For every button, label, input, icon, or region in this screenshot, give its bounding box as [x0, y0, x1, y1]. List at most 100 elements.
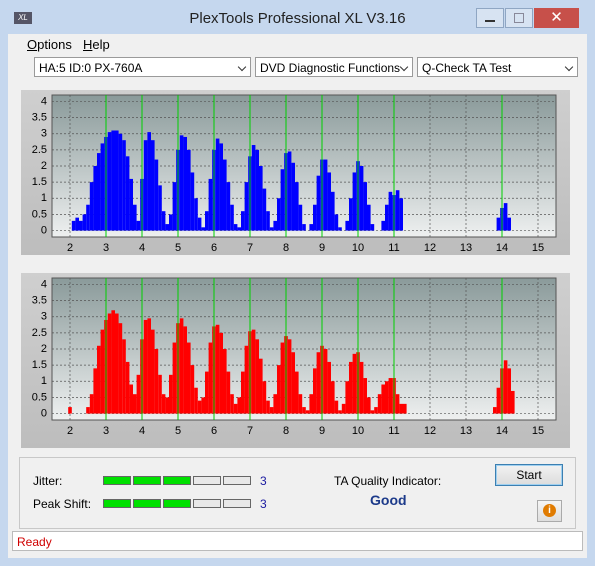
bar — [143, 140, 148, 231]
bar — [295, 371, 299, 414]
x-tick-label: 11 — [388, 425, 399, 437]
bar — [323, 349, 328, 414]
x-tick-label: 6 — [211, 425, 217, 437]
bar — [388, 191, 393, 231]
bar — [118, 133, 123, 231]
bar — [280, 169, 285, 231]
status-bar: Ready — [12, 531, 583, 551]
bar — [219, 332, 223, 414]
bar — [496, 387, 501, 414]
bar — [313, 368, 317, 414]
meter-cell — [163, 476, 191, 485]
bar — [179, 318, 184, 414]
client-area: Options Help HA:5 ID:0 PX-760A DVD Diagn… — [8, 34, 587, 558]
x-tick-label: 2 — [67, 425, 73, 437]
bar — [190, 172, 195, 231]
bar — [302, 407, 306, 414]
bar — [93, 368, 97, 414]
x-tick-label: 8 — [283, 242, 289, 254]
bar — [151, 140, 155, 231]
bar — [136, 374, 141, 414]
bar — [305, 410, 310, 414]
bar — [266, 211, 270, 231]
bar — [161, 394, 166, 414]
bar — [255, 149, 259, 231]
menu-item[interactable]: Options — [27, 37, 72, 52]
bar — [161, 211, 166, 231]
bar — [359, 166, 364, 231]
y-tick-label: 0.5 — [32, 208, 47, 220]
x-tick-label: 5 — [175, 425, 181, 437]
bar — [154, 159, 159, 231]
bar — [100, 329, 105, 414]
bar — [190, 365, 195, 414]
minimize-button[interactable] — [476, 8, 504, 28]
bar — [507, 368, 511, 414]
meter-cell — [103, 476, 131, 485]
info-button[interactable]: i — [537, 500, 562, 522]
start-button[interactable]: Start — [495, 464, 563, 486]
bar — [201, 397, 205, 414]
meter-cell — [103, 499, 131, 508]
bar — [147, 132, 151, 231]
bar — [241, 211, 245, 231]
bar — [179, 135, 184, 231]
x-tick-label: 2 — [67, 242, 73, 254]
bar — [115, 130, 119, 231]
bar — [316, 175, 321, 231]
close-button[interactable]: ✕ — [534, 8, 579, 28]
bar — [230, 394, 234, 414]
bar — [349, 198, 353, 231]
maximize-button[interactable] — [505, 8, 533, 28]
bar — [298, 204, 303, 231]
bar — [143, 319, 148, 414]
bar — [197, 217, 202, 231]
bar — [82, 214, 87, 231]
bar — [277, 198, 281, 231]
bar — [158, 185, 162, 231]
bar — [125, 361, 130, 414]
bar — [194, 387, 198, 414]
bar — [266, 400, 270, 414]
x-tick-label: 4 — [139, 425, 145, 437]
meter-cell — [163, 499, 191, 508]
bar — [338, 410, 342, 414]
bar — [377, 394, 382, 414]
results-group: Jitter: 3 Peak Shift: 3 TA Quality Indic… — [19, 457, 576, 529]
function-select[interactable]: DVD Diagnostic Functions — [255, 57, 413, 77]
bar — [107, 313, 112, 414]
x-tick-label: 3 — [103, 242, 109, 254]
bar — [125, 156, 130, 231]
device-select[interactable]: HA:5 ID:0 PX-760A — [34, 57, 251, 77]
bar — [151, 329, 155, 414]
bar — [89, 394, 94, 414]
bar — [237, 227, 241, 231]
quality-label: TA Quality Indicator: — [334, 474, 442, 488]
bar — [107, 132, 112, 231]
bar — [259, 358, 263, 414]
bar — [327, 172, 331, 231]
bar — [129, 384, 133, 414]
chart-panel: 0 0.5 1 1.5 2 2.5 3 3.5 4 2 3 4 5 6 7 8 9 10 11 12 13 14 15 — [21, 90, 570, 255]
bar — [97, 153, 101, 231]
bar — [298, 394, 303, 414]
bar — [154, 349, 159, 414]
meter-label: Peak Shift: — [33, 497, 92, 511]
bar — [334, 214, 339, 231]
x-tick-label: 13 — [460, 242, 472, 254]
bar — [367, 204, 371, 231]
bar — [273, 220, 277, 231]
x-tick-label: 7 — [247, 425, 253, 437]
bar — [133, 204, 137, 231]
menu-item[interactable]: Help — [83, 37, 110, 52]
bar — [158, 374, 162, 414]
bar — [309, 224, 313, 231]
bar — [165, 397, 169, 414]
bar — [129, 178, 133, 231]
x-tick-label: 7 — [247, 242, 253, 254]
bar — [395, 190, 400, 231]
bar — [223, 349, 227, 414]
y-tick-label: 4 — [41, 95, 47, 107]
test-select[interactable]: Q-Check TA Test — [417, 57, 578, 77]
x-tick-label: 14 — [496, 242, 508, 254]
